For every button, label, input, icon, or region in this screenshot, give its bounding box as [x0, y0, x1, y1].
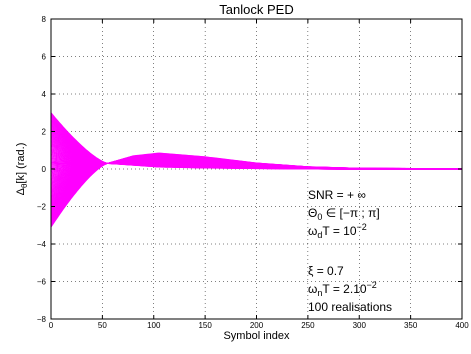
grid	[51, 19, 462, 319]
y-tick-label: 4	[42, 90, 47, 99]
chart-title: Tanlock PED	[219, 2, 293, 17]
y-tick-label: 0	[42, 165, 47, 174]
y-tick-label: 2	[42, 128, 47, 137]
annotation-omega-d: ωdT = 10−2	[308, 222, 367, 240]
trajectory-line	[50, 112, 463, 170]
x-tick-label: 250	[301, 321, 315, 330]
x-tick-label: 100	[147, 321, 161, 330]
y-tick-label: 6	[42, 53, 47, 62]
annotation-xi: ξ = 0.7	[308, 264, 344, 278]
y-tick-label: −8	[37, 315, 47, 324]
trajectory-line	[50, 115, 462, 170]
y-tick-label: −6	[37, 278, 47, 287]
x-tick-label: 200	[250, 321, 264, 330]
x-axis-label: Symbol index	[223, 330, 290, 342]
ticks: 0 50 100 150 200 250 300 350 400 −8 −6 −4 −2 0 2 4 6 8	[37, 15, 469, 330]
annotation-snr: SNR = + ∞	[308, 188, 366, 202]
x-tick-label: 300	[353, 321, 367, 330]
annotation-realisations: 100 realisations	[308, 300, 392, 314]
annotations: SNR = + ∞ Θ0 ∈ [−π ; π] ωdT = 10−2 ξ = 0…	[308, 188, 392, 314]
x-tick-label: 150	[198, 321, 212, 330]
trajectory-line	[50, 113, 462, 170]
annotation-theta0: Θ0 ∈ [−π ; π]	[308, 206, 380, 222]
x-tick-label: 50	[98, 321, 107, 330]
x-tick-label: 0	[49, 321, 54, 330]
y-tick-label: 8	[42, 15, 47, 24]
y-axis-label: Δθ[k] (rad.)	[15, 143, 29, 196]
y-tick-label: −2	[37, 203, 47, 212]
x-tick-label: 350	[404, 321, 418, 330]
x-tick-label: 400	[455, 321, 469, 330]
trajectories	[50, 112, 463, 228]
y-tick-label: −4	[37, 240, 47, 249]
annotation-omega-n: ωnT = 2.10−2	[308, 280, 377, 298]
